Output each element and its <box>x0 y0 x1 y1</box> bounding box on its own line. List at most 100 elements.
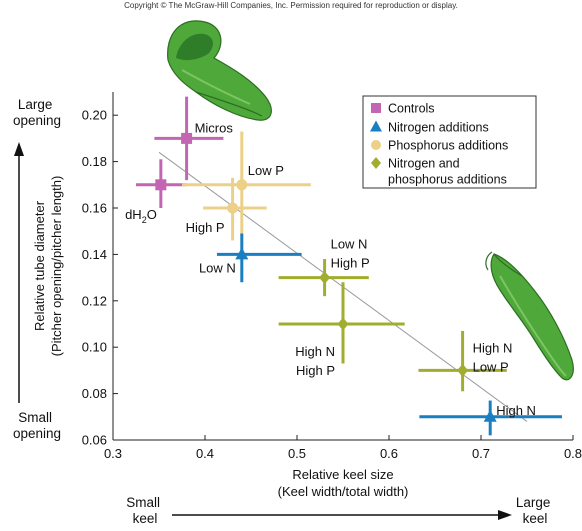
legend-diamond-marker <box>371 157 381 169</box>
pitcher-plant-illustration-top <box>167 20 272 121</box>
nitrogen-triangle-marker <box>483 409 497 422</box>
pitcher-plant-illustration-right <box>485 251 574 381</box>
point-label: High N Low P <box>473 340 513 374</box>
x-tick-label: 0.8 <box>564 446 582 461</box>
y-tick-label: 0.08 <box>82 386 107 401</box>
data-point-controls: dH2O <box>125 159 187 225</box>
legend-item-phosphorus: Phosphorus additions <box>371 139 508 153</box>
point-label-line: High N <box>473 340 513 355</box>
point-label: Low N <box>199 260 236 275</box>
x-axis-title: Relative keel size (Keel width/total widt… <box>278 467 409 499</box>
np-diamond-marker <box>457 363 469 377</box>
large-keel-label: Large keel <box>516 495 554 526</box>
legend-item-nitrogen: Nitrogen additions <box>370 120 489 135</box>
x-axis-title-line: (Keel width/total width) <box>278 484 409 499</box>
label-part: O <box>147 207 157 222</box>
point-label-line: dH2O <box>125 207 157 225</box>
copyright-text: Copyright © The McGraw-Hill Companies, I… <box>124 1 458 10</box>
x-tick-label: 0.7 <box>472 446 490 461</box>
legend-box <box>362 95 537 189</box>
nitrogen-triangle-marker <box>235 247 249 260</box>
small-opening-label: Small opening <box>13 410 61 441</box>
point-label: dH2O <box>125 207 157 225</box>
y-tick-label: 0.14 <box>82 247 107 262</box>
x-tick-label: 0.3 <box>104 446 122 461</box>
large-keel-line-2: keel <box>523 511 548 526</box>
data-point-nitrogen: Low N <box>199 233 302 283</box>
legend-label-line: Nitrogen and <box>388 157 460 171</box>
controls-square-marker <box>155 179 167 191</box>
opening-arrow-head <box>14 142 24 156</box>
controls-square-marker <box>181 132 193 144</box>
data-point-np: Low N High P <box>278 237 370 297</box>
data-point-nitrogen: High N <box>419 400 562 436</box>
y-tick-label: 0.16 <box>82 201 107 216</box>
point-label: High P <box>186 220 225 235</box>
y-axis-title: Relative tube diameter (Pitcher opening/p… <box>32 176 64 357</box>
legend-label-line: Phosphorus additions <box>388 139 508 153</box>
data-point-phosphorus: High P <box>186 177 267 241</box>
data-point-phosphorus: Low P <box>182 131 311 236</box>
small-opening-line-1: Small <box>18 410 52 425</box>
y-axis-title-line: (Pitcher opening/pitcher length) <box>49 176 64 357</box>
legend-circle-marker <box>371 140 381 150</box>
legend: Controls Nitrogen additions Phosphorus add… <box>362 95 537 189</box>
small-keel-label: Small keel <box>126 495 164 526</box>
large-opening-label: Large opening <box>13 97 61 128</box>
small-opening-line-2: opening <box>13 426 61 441</box>
legend-label: Phosphorus additions <box>388 139 508 153</box>
legend-label-line: Nitrogen additions <box>388 121 489 135</box>
point-label: High N <box>496 403 536 418</box>
label-subscript: 2 <box>142 215 147 225</box>
point-label-line: Low N <box>199 260 236 275</box>
x-axis-title-line: Relative keel size <box>292 467 393 482</box>
point-label: High N High P <box>295 344 335 378</box>
np-diamond-marker <box>337 317 349 331</box>
phosphorus-circle-marker <box>227 202 239 214</box>
small-keel-line-1: Small <box>126 495 160 510</box>
phosphorus-circle-marker <box>236 179 248 191</box>
point-label-line: Micros <box>195 120 234 135</box>
y-tick-label: 0.18 <box>82 154 107 169</box>
data-point-np: High N High P <box>278 282 405 378</box>
legend-triangle-marker <box>370 120 382 132</box>
point-label: Micros <box>195 120 234 135</box>
x-tick-label: 0.4 <box>196 446 214 461</box>
point-label-line: Low P <box>473 359 509 374</box>
point-label-line: High P <box>296 363 335 378</box>
y-tick-label: 0.20 <box>82 108 107 123</box>
y-axis-title-line: Relative tube diameter <box>32 200 47 331</box>
legend-label-line: Controls <box>388 102 435 116</box>
label-part: dH <box>125 207 142 222</box>
legend-item-controls: Controls <box>371 102 435 116</box>
large-opening-line-2: opening <box>13 113 61 128</box>
point-label: Low N High P <box>331 237 370 271</box>
small-keel-line-2: keel <box>133 511 158 526</box>
np-diamond-marker <box>319 271 331 285</box>
keel-arrow-head <box>498 510 512 520</box>
y-tick-label: 0.12 <box>82 293 107 308</box>
y-axis-ticks: 0.06 0.08 0.10 0.12 0.14 0.16 0.18 0.20 <box>82 108 118 448</box>
point-label-line: Low P <box>248 163 284 178</box>
legend-label: Nitrogen additions <box>388 121 489 135</box>
x-tick-label: 0.6 <box>380 446 398 461</box>
data-point-controls: Micros <box>154 96 234 181</box>
large-keel-line-1: Large <box>516 495 551 510</box>
point-label-line: High N <box>295 344 335 359</box>
legend-label: Controls <box>388 102 435 116</box>
legend-item-np: Nitrogen and phosphorus additions <box>371 157 507 187</box>
x-axis-ticks: 0.3 0.4 0.5 0.6 0.7 0.8 <box>104 435 582 461</box>
point-label-line: High N <box>496 403 536 418</box>
data-point-np: High N Low P <box>418 330 513 392</box>
legend-label: Nitrogen and phosphorus additions <box>388 157 507 187</box>
y-tick-label: 0.10 <box>82 340 107 355</box>
legend-label-line: phosphorus additions <box>388 173 507 187</box>
point-label-line: High P <box>186 220 225 235</box>
point-label-line: High P <box>331 256 370 271</box>
large-opening-line-1: Large <box>18 97 53 112</box>
point-label: Low P <box>248 163 284 178</box>
legend-square-marker <box>371 103 381 113</box>
y-tick-label: 0.06 <box>82 433 107 448</box>
